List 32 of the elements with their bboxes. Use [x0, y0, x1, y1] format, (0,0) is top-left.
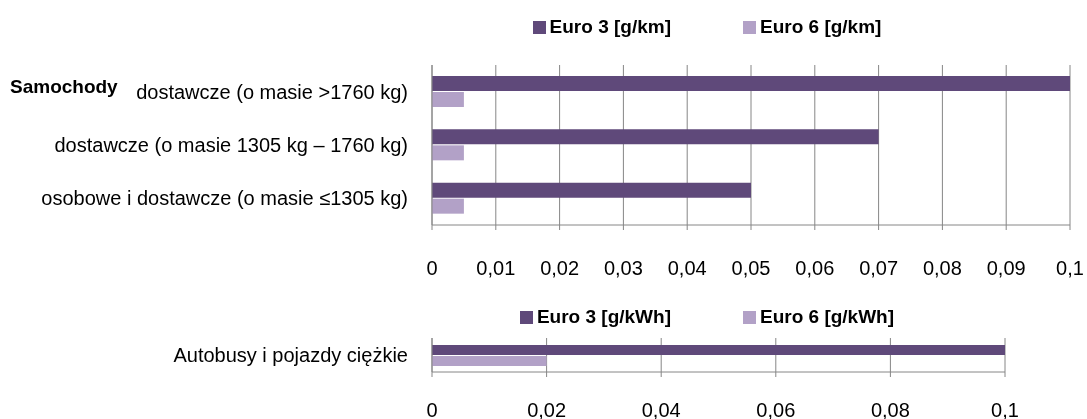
x-tick-label: 0,06 [756, 399, 796, 419]
bar [432, 145, 464, 161]
text: Samochody [10, 76, 118, 98]
x-tick-label: 0,04 [667, 257, 707, 280]
x-tick-label: 0,03 [603, 257, 643, 280]
x-tick-label: 0,08 [922, 257, 962, 280]
legend-label: Euro 6 [g/kWh] [760, 306, 895, 328]
y-tick-label: Autobusy i pojazdy ciężkie [173, 344, 408, 367]
x-tick-label: 0,08 [870, 399, 910, 419]
y-tick-label: osobowe i dostawcze (o masie ≤1305 kg) [41, 187, 408, 210]
x-tick-label: 0,02 [527, 399, 567, 419]
x-tick-label: 0,02 [540, 257, 580, 280]
legend-label: Euro 3 [g/kWh] [536, 306, 671, 328]
x-tick-label: 0 [426, 399, 438, 419]
bar [432, 129, 879, 145]
x-tick-label: 0,04 [641, 399, 681, 419]
x-tick-label: 0,06 [795, 257, 835, 280]
x-tick-label: 0,07 [859, 257, 899, 280]
x-tick-label: 0,05 [731, 257, 771, 280]
bar [432, 92, 464, 107]
x-tick-label: 0,1 [991, 399, 1019, 419]
y-tick-label: dostawcze (o masie >1760 kg) [136, 80, 408, 103]
x-tick-label: 0,01 [476, 257, 516, 280]
x-tick-label: 0,1 [1056, 257, 1084, 280]
bar [432, 198, 464, 214]
x-tick-label: 0 [426, 257, 438, 280]
legend-label: Euro 6 [g/km] [760, 16, 882, 38]
bar [432, 182, 751, 198]
y-tick-label: dostawcze (o masie 1305 kg – 1760 kg) [54, 134, 408, 157]
x-tick-label: 0,09 [986, 257, 1026, 280]
legend-label: Euro 3 [g/km] [549, 16, 671, 38]
bar [432, 76, 1070, 91]
